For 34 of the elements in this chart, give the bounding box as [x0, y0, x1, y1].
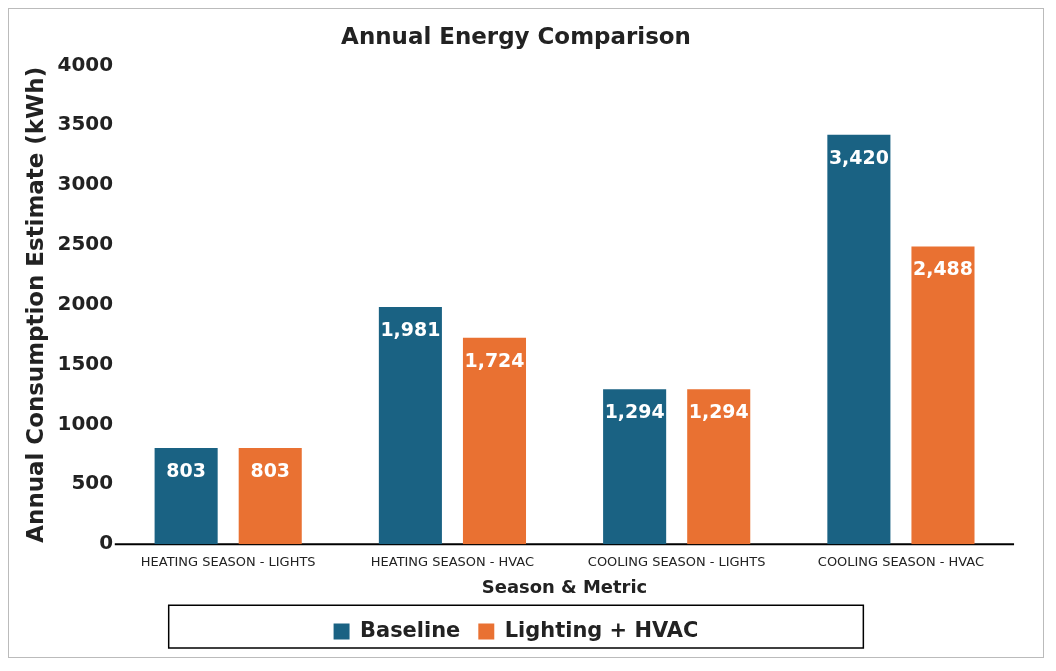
y-tick-label: 0 — [99, 530, 114, 555]
data-label: 1,294 — [604, 400, 665, 423]
legend-label: Baseline — [360, 618, 461, 643]
bar — [154, 448, 218, 545]
data-label: 1,294 — [688, 400, 749, 423]
y-axis-title: Annual Consumption Estimate (kWh) — [21, 66, 48, 543]
x-axis-title: Season & Metric — [481, 576, 648, 598]
y-tick-label: 4000 — [57, 51, 114, 76]
bar — [462, 337, 527, 545]
x-tick-label: COOLING SEASON - HVAC — [817, 554, 985, 570]
x-tick-label: HEATING SEASON - HVAC — [370, 554, 535, 570]
x-tick-label: HEATING SEASON - LIGHTS — [140, 554, 316, 570]
y-tick-label: 1500 — [57, 350, 114, 375]
data-label: 1,724 — [464, 348, 525, 371]
data-label: 2,488 — [913, 257, 973, 280]
bar — [603, 389, 667, 545]
y-tick-label: 2000 — [57, 290, 114, 315]
y-tick-label: 500 — [71, 470, 114, 495]
bar — [911, 246, 975, 545]
legend-label: Lighting + HVAC — [504, 618, 699, 643]
bar — [238, 448, 302, 545]
bar — [687, 389, 751, 545]
y-tick-label: 1000 — [57, 410, 114, 435]
y-tick-label: 3500 — [57, 111, 114, 136]
chart-title: Annual Energy Comparison — [341, 22, 691, 49]
data-label: 803 — [250, 458, 291, 481]
bar — [378, 307, 442, 545]
data-label: 1,981 — [380, 317, 441, 340]
x-tick-label: COOLING SEASON - LIGHTS — [587, 554, 766, 570]
data-label: 3,420 — [828, 145, 889, 168]
data-label: 803 — [166, 458, 206, 481]
y-tick-label: 2500 — [57, 231, 114, 256]
bar — [827, 134, 891, 545]
y-tick-label: 3000 — [57, 171, 114, 196]
